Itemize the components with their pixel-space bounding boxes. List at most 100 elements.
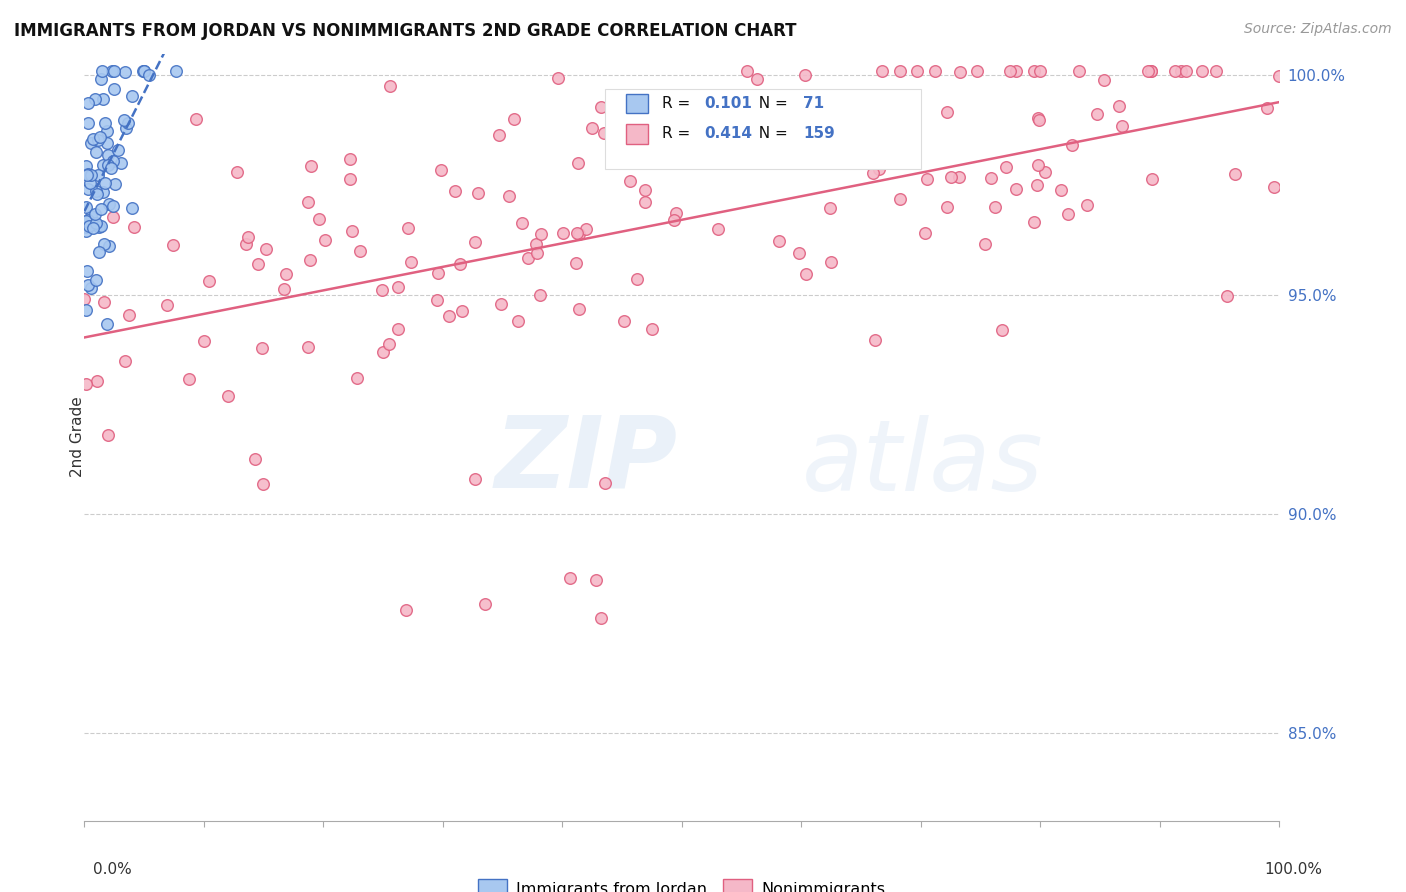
Point bbox=[121, 88, 143, 103]
Text: R =: R = bbox=[662, 127, 696, 141]
Point bbox=[1022, 215, 1045, 229]
Point bbox=[114, 354, 136, 368]
Point bbox=[1005, 64, 1028, 78]
Text: 0.101: 0.101 bbox=[704, 96, 752, 111]
Point bbox=[787, 246, 810, 260]
Point bbox=[96, 136, 118, 151]
Point bbox=[378, 336, 401, 351]
Point bbox=[1108, 99, 1130, 113]
Point bbox=[876, 115, 898, 129]
Point bbox=[245, 451, 267, 466]
Point bbox=[87, 168, 110, 182]
Point bbox=[75, 377, 97, 392]
Point bbox=[299, 252, 322, 267]
Point bbox=[297, 195, 319, 210]
Point bbox=[96, 317, 118, 331]
Point bbox=[1069, 64, 1091, 78]
Point bbox=[935, 104, 957, 119]
Point bbox=[217, 389, 239, 403]
Point bbox=[529, 287, 551, 301]
Point bbox=[488, 128, 510, 142]
Point bbox=[394, 603, 416, 617]
Point bbox=[308, 211, 330, 226]
Point bbox=[474, 598, 496, 612]
Point bbox=[197, 274, 219, 288]
Point bbox=[526, 246, 548, 260]
Point bbox=[98, 196, 121, 211]
Point bbox=[184, 112, 207, 127]
Point bbox=[524, 236, 547, 251]
Point bbox=[75, 303, 97, 318]
Point bbox=[439, 309, 461, 323]
Point bbox=[273, 282, 295, 296]
Point bbox=[641, 321, 664, 335]
Text: Source: ZipAtlas.com: Source: ZipAtlas.com bbox=[1244, 22, 1392, 37]
Point bbox=[75, 159, 97, 173]
Point bbox=[86, 273, 108, 287]
Point bbox=[339, 172, 361, 186]
Point bbox=[93, 116, 115, 130]
Text: N =: N = bbox=[749, 96, 793, 111]
Point bbox=[96, 124, 118, 138]
Point bbox=[80, 209, 103, 223]
Y-axis label: 2nd Grade: 2nd Grade bbox=[70, 397, 84, 477]
Point bbox=[707, 222, 730, 236]
Point bbox=[112, 112, 135, 127]
Point bbox=[1268, 69, 1291, 83]
Point bbox=[134, 64, 156, 78]
Point bbox=[735, 64, 758, 78]
Point bbox=[529, 227, 551, 242]
Point bbox=[76, 167, 98, 181]
Point bbox=[914, 226, 936, 240]
Point bbox=[451, 304, 474, 318]
Text: N =: N = bbox=[749, 127, 793, 141]
Point bbox=[1263, 180, 1285, 194]
Point bbox=[516, 251, 538, 265]
Point bbox=[966, 64, 988, 78]
Point bbox=[162, 238, 184, 252]
Point bbox=[1005, 182, 1028, 196]
Point bbox=[76, 264, 98, 278]
Point bbox=[75, 200, 97, 214]
Point bbox=[1256, 101, 1278, 115]
Point bbox=[75, 219, 97, 234]
Point bbox=[665, 206, 688, 220]
Point bbox=[1170, 64, 1192, 78]
Point bbox=[86, 374, 108, 388]
Point bbox=[107, 143, 129, 157]
Point bbox=[1085, 107, 1108, 121]
Point bbox=[1205, 64, 1227, 78]
Point bbox=[1026, 112, 1049, 126]
Point bbox=[745, 72, 768, 87]
Point bbox=[430, 162, 453, 177]
Point bbox=[1057, 207, 1080, 221]
Point bbox=[553, 226, 575, 240]
Point bbox=[1191, 64, 1213, 78]
Point bbox=[238, 230, 260, 244]
Point bbox=[80, 168, 103, 182]
Point bbox=[101, 64, 124, 78]
Point bbox=[89, 129, 111, 144]
Point bbox=[863, 333, 886, 347]
Point bbox=[444, 184, 467, 198]
Point bbox=[252, 477, 274, 491]
Point bbox=[1029, 64, 1052, 78]
Point bbox=[79, 176, 101, 190]
Point bbox=[1000, 64, 1022, 78]
Point bbox=[75, 224, 97, 238]
Point bbox=[626, 272, 648, 286]
Point bbox=[1136, 64, 1159, 78]
Point bbox=[378, 78, 401, 93]
Point bbox=[917, 172, 939, 186]
Point bbox=[1076, 198, 1098, 212]
Point bbox=[991, 323, 1014, 337]
Point bbox=[449, 257, 471, 271]
Point bbox=[589, 611, 612, 625]
Point bbox=[794, 267, 817, 281]
Point bbox=[80, 281, 103, 295]
Point bbox=[93, 158, 115, 172]
Point bbox=[637, 101, 659, 115]
Point bbox=[84, 216, 107, 230]
Text: 159: 159 bbox=[803, 127, 835, 141]
Point bbox=[371, 345, 394, 359]
